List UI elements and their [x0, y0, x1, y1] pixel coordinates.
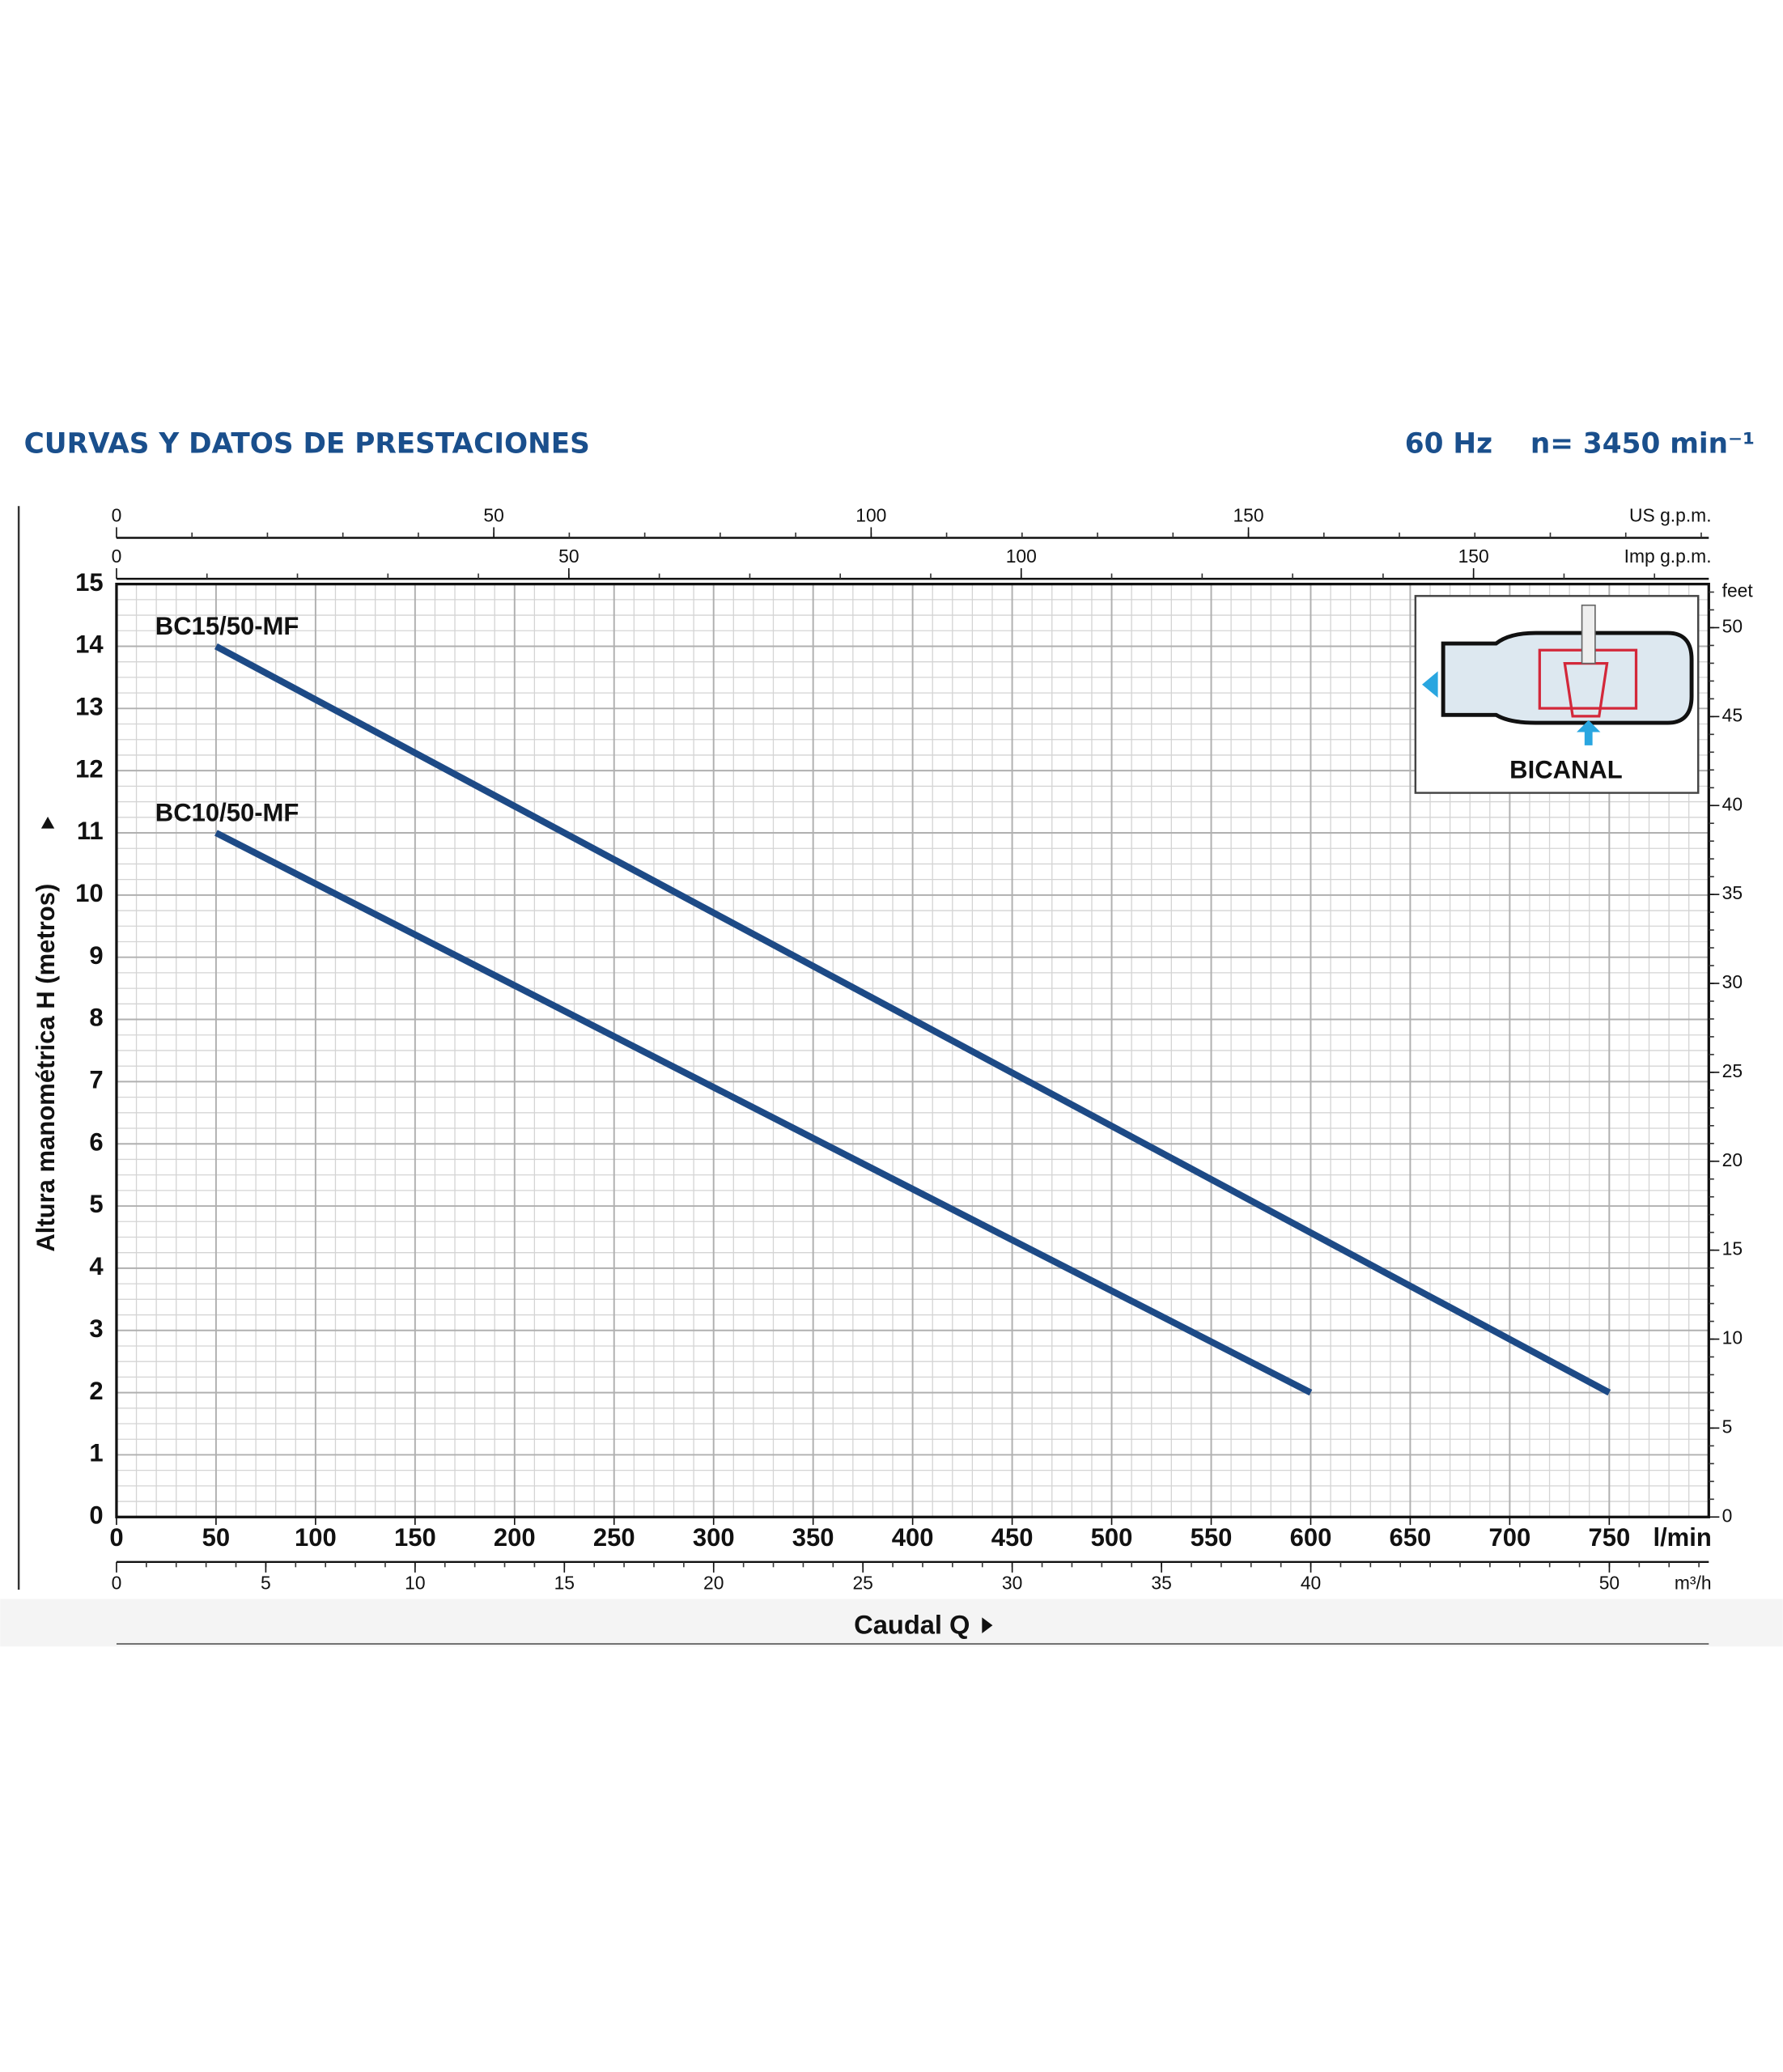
y-tick-label: 3	[89, 1314, 103, 1343]
y-tick-label: 11	[77, 817, 104, 845]
series-label: BC15/50-MF	[155, 612, 299, 640]
chart-title: CURVAS Y DATOS DE PRESTACIONES	[24, 428, 590, 461]
y-arrow	[40, 816, 55, 829]
tick-label: 25	[852, 1573, 872, 1594]
y-tick-label: 13	[75, 693, 104, 721]
x-tick-label: 200	[494, 1523, 536, 1552]
tick-label: 50	[558, 546, 579, 567]
tick-label: 15	[554, 1573, 575, 1594]
y-axis-label: Altura manométrica H (metros)	[32, 884, 60, 1252]
tick-label: 30	[1002, 1573, 1022, 1594]
y-tick-label: 7	[89, 1066, 103, 1094]
series-line	[214, 830, 1313, 1396]
tick-label: 10	[405, 1573, 425, 1594]
x-tick-label: 450	[991, 1523, 1034, 1552]
tick-label: 35	[1151, 1573, 1171, 1594]
shaft	[1581, 604, 1596, 664]
y-tick-label: 6	[89, 1127, 103, 1156]
x-tick-label: 750	[1588, 1523, 1630, 1552]
x-tick-label: 50	[202, 1523, 230, 1552]
y-tick-label: 14	[75, 631, 104, 659]
x-tick-label: 700	[1489, 1523, 1531, 1552]
tick-label: 150	[1233, 504, 1263, 525]
tick-label: 100	[1006, 546, 1037, 567]
y-tick-label: 9	[89, 941, 103, 970]
x-tick-label: 0	[109, 1523, 123, 1552]
tick-label: 20	[703, 1573, 724, 1594]
tick-label: 5	[1722, 1416, 1733, 1437]
frequency: 60 Hz	[1405, 428, 1492, 461]
x-tick-label: 350	[792, 1523, 834, 1552]
tick-label: 35	[1722, 882, 1743, 903]
tick-label: 15	[1722, 1238, 1743, 1259]
tick-label: 20	[1722, 1149, 1743, 1170]
tick-label: 5	[261, 1573, 271, 1594]
x-tick-label: 650	[1390, 1523, 1432, 1552]
y-tick-label: 0	[89, 1501, 103, 1529]
inset: BICANAL	[1414, 595, 1700, 794]
tick-label: 50	[1722, 616, 1743, 637]
x-tick-label: 250	[593, 1523, 635, 1552]
tick-label: 0	[112, 546, 122, 567]
y-tick-label: 15	[75, 568, 104, 597]
axis-unit: m³/h	[1675, 1573, 1712, 1594]
y-tick-label: 2	[89, 1377, 103, 1405]
x-axis-label: Caudal Q	[854, 1609, 970, 1639]
tick-label: 40	[1301, 1573, 1321, 1594]
x-tick-label: 100	[295, 1523, 337, 1552]
axis-unit: US g.p.m.	[1629, 504, 1712, 525]
x-tick-label: 150	[394, 1523, 436, 1552]
tick-label: 0	[112, 504, 122, 525]
series-label: BC10/50-MF	[155, 798, 299, 826]
y-tick-label: 4	[89, 1252, 104, 1280]
tick-label: 0	[1722, 1505, 1733, 1526]
tick-label: 150	[1458, 546, 1489, 567]
inset-label: BICANAL	[1509, 756, 1623, 784]
x-tick-label: 400	[892, 1523, 934, 1552]
y-tick-label: 5	[89, 1190, 103, 1218]
tick-label: 30	[1722, 971, 1743, 992]
axis-unit: Imp g.p.m.	[1624, 546, 1712, 567]
tick-label: 50	[483, 504, 503, 525]
y-tick-label: 1	[89, 1439, 103, 1467]
tick-label: 10	[1722, 1327, 1743, 1348]
tick-label: 40	[1722, 793, 1743, 814]
x-tick-label: 600	[1290, 1523, 1332, 1552]
x-tick-label: 500	[1091, 1523, 1133, 1552]
x-unit: l/min	[1653, 1523, 1711, 1552]
tick-label: 100	[855, 504, 886, 525]
x-arrow	[982, 1617, 993, 1633]
speed: n= 3450 min⁻¹	[1530, 428, 1755, 461]
series-line	[214, 643, 1611, 1396]
y-tick-label: 8	[89, 1004, 103, 1032]
y-tick-label: 12	[75, 754, 104, 783]
tick-label: 50	[1599, 1573, 1620, 1594]
tick-label: 45	[1722, 704, 1743, 725]
tick-label: 25	[1722, 1060, 1743, 1081]
axis-unit: feet	[1722, 580, 1754, 601]
band	[0, 1599, 1783, 1647]
y-tick-label: 10	[75, 879, 104, 907]
tick-label: 0	[112, 1573, 122, 1594]
x-tick-label: 300	[693, 1523, 735, 1552]
x-tick-label: 550	[1191, 1523, 1233, 1552]
